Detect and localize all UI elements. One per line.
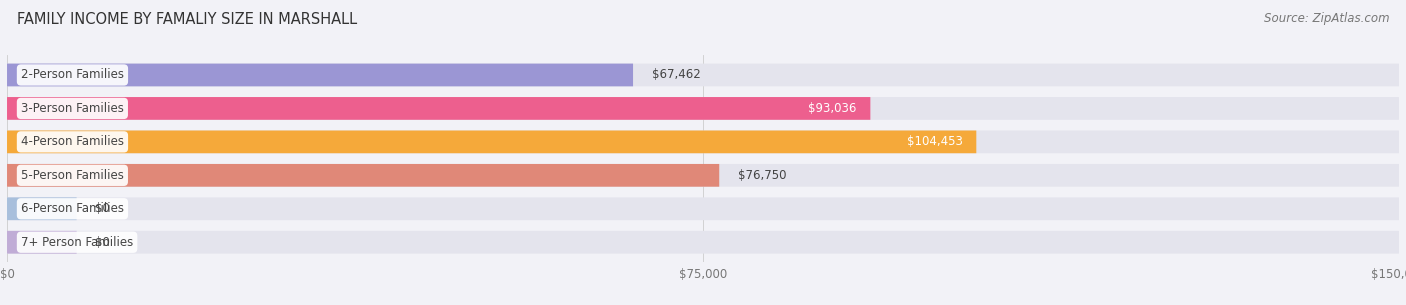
FancyBboxPatch shape [7,231,77,253]
Text: $0: $0 [96,202,110,215]
FancyBboxPatch shape [7,97,870,120]
FancyBboxPatch shape [7,131,976,153]
Text: $104,453: $104,453 [907,135,962,148]
FancyBboxPatch shape [7,131,1399,153]
FancyBboxPatch shape [7,164,1399,187]
FancyBboxPatch shape [7,197,77,220]
FancyBboxPatch shape [7,64,1399,86]
Text: 5-Person Families: 5-Person Families [21,169,124,182]
Text: $93,036: $93,036 [808,102,856,115]
FancyBboxPatch shape [7,64,633,86]
Text: 7+ Person Families: 7+ Person Families [21,236,134,249]
Text: 6-Person Families: 6-Person Families [21,202,124,215]
Text: FAMILY INCOME BY FAMALIY SIZE IN MARSHALL: FAMILY INCOME BY FAMALIY SIZE IN MARSHAL… [17,12,357,27]
FancyBboxPatch shape [7,231,1399,253]
Text: $0: $0 [96,236,110,249]
Text: $67,462: $67,462 [651,68,700,81]
Text: 4-Person Families: 4-Person Families [21,135,124,148]
Text: 2-Person Families: 2-Person Families [21,68,124,81]
FancyBboxPatch shape [7,197,1399,220]
Text: Source: ZipAtlas.com: Source: ZipAtlas.com [1264,12,1389,25]
FancyBboxPatch shape [7,97,1399,120]
Text: $76,750: $76,750 [738,169,786,182]
Text: 3-Person Families: 3-Person Families [21,102,124,115]
FancyBboxPatch shape [7,164,720,187]
